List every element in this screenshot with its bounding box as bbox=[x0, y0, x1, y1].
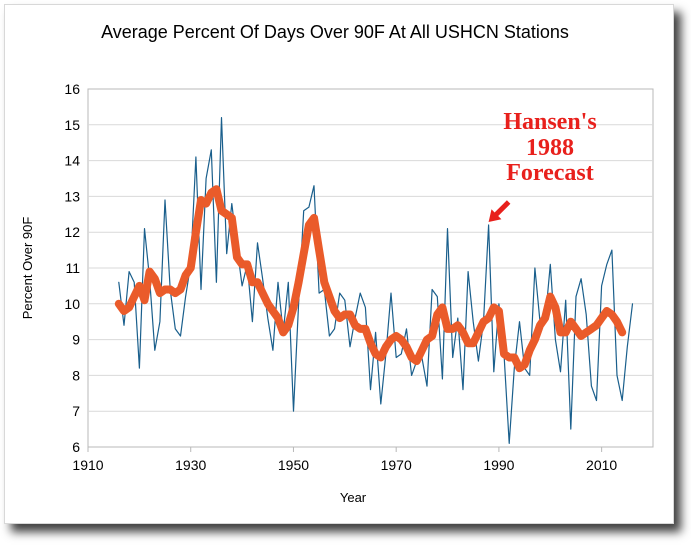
y-tick-label: 8 bbox=[72, 367, 80, 383]
smoothed-series-line bbox=[114, 185, 627, 373]
x-tick-label: 2010 bbox=[586, 457, 617, 473]
chart-title: Average Percent Of Days Over 90F At All … bbox=[101, 22, 569, 42]
y-tick-label: 16 bbox=[64, 81, 80, 97]
y-tick-label: 13 bbox=[64, 188, 80, 204]
chart-frame: Average Percent Of Days Over 90F At All … bbox=[4, 4, 674, 524]
x-tick-label: 1990 bbox=[483, 457, 514, 473]
x-tick-label: 1950 bbox=[278, 457, 309, 473]
annotation-line-1: Hansen's bbox=[503, 109, 596, 135]
y-tick-label: 12 bbox=[64, 224, 80, 240]
annotation-arrow-icon bbox=[488, 200, 511, 222]
x-axis-label: Year bbox=[340, 490, 367, 505]
y-tick-label: 7 bbox=[72, 403, 80, 419]
x-tick-label: 1930 bbox=[175, 457, 206, 473]
x-tick-label: 1970 bbox=[381, 457, 412, 473]
chart: Average Percent Of Days Over 90F At All … bbox=[20, 22, 654, 505]
y-tick-label: 6 bbox=[72, 439, 80, 455]
y-tick-label: 15 bbox=[64, 117, 80, 133]
annotation-line-2: 1988 bbox=[526, 135, 574, 161]
annotation-line-3: Forecast bbox=[506, 160, 594, 186]
y-tick-label: 11 bbox=[65, 260, 80, 276]
y-axis-label: Percent Over 90F bbox=[20, 217, 35, 320]
y-tick-label: 9 bbox=[72, 332, 80, 348]
hansen-annotation: Hansen's 1988 Forecast bbox=[488, 109, 597, 222]
y-tick-label: 14 bbox=[64, 153, 80, 169]
x-tick-label: 1910 bbox=[72, 457, 103, 473]
y-tick-label: 10 bbox=[64, 296, 80, 312]
